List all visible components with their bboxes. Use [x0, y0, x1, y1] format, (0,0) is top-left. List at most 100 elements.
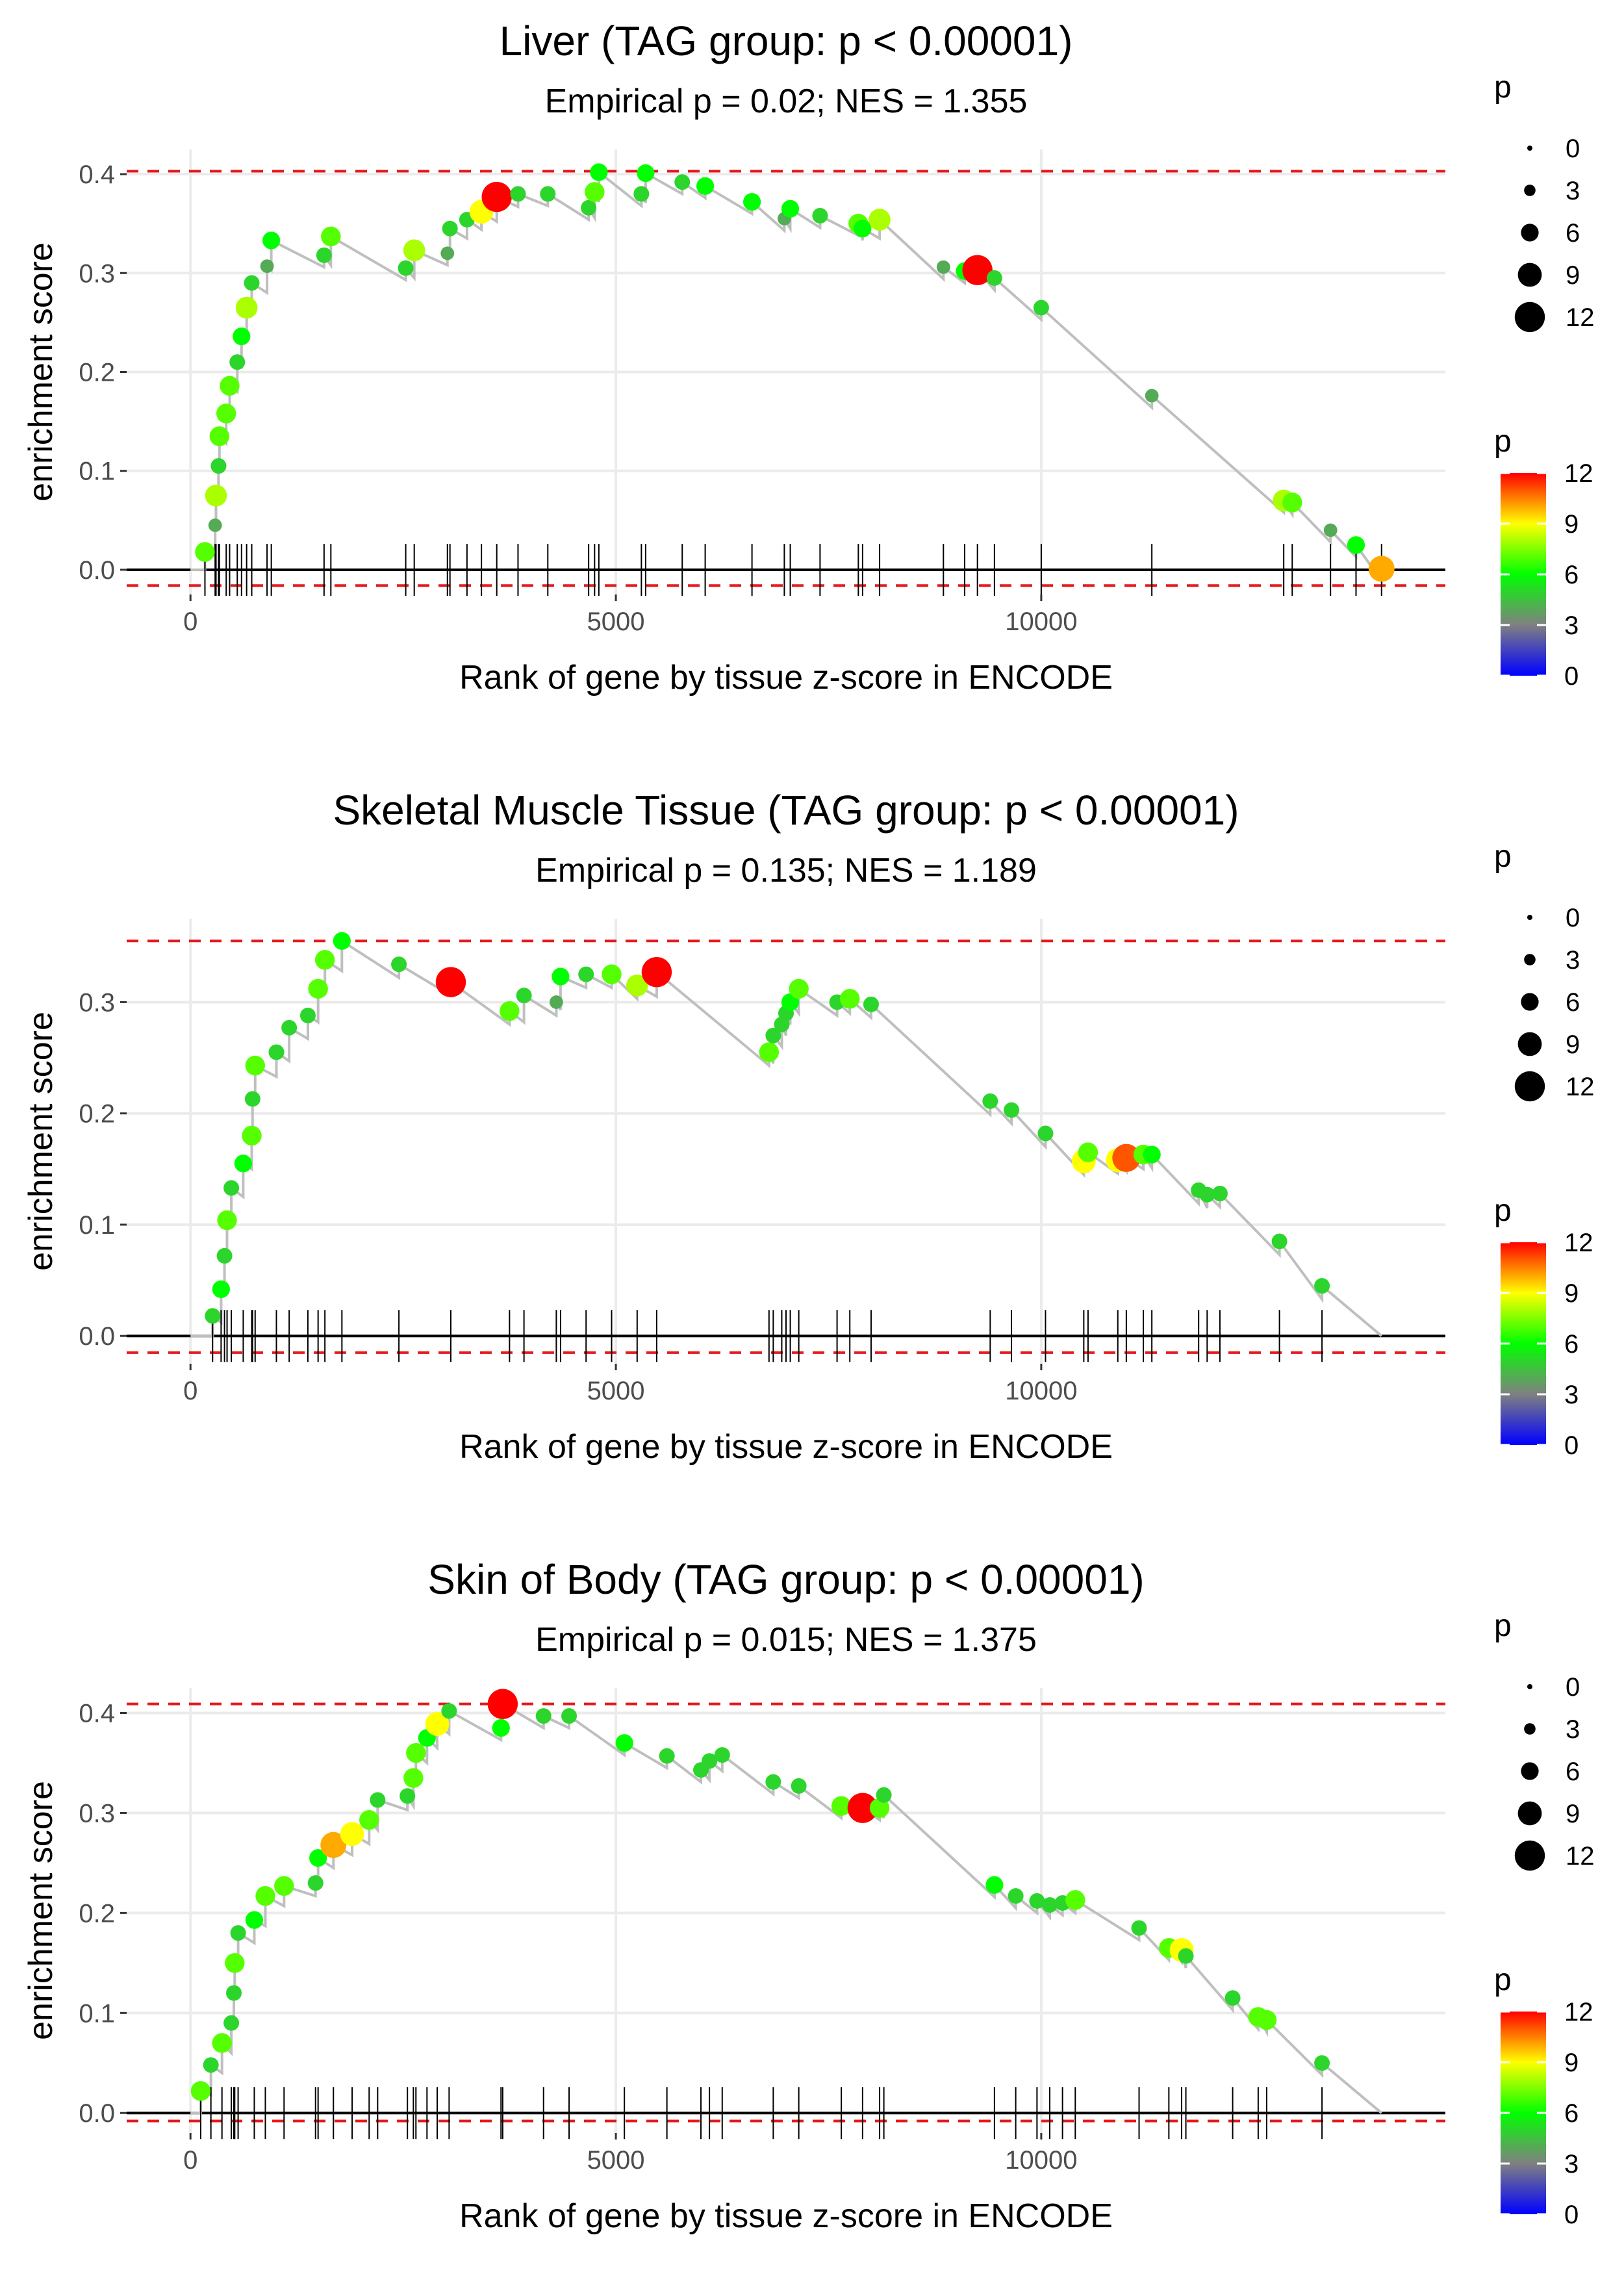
x-tick-label: 0 [183, 607, 197, 636]
hit-point [195, 542, 215, 562]
hit-point [281, 1019, 298, 1036]
color-legend-label: 3 [1564, 2150, 1579, 2178]
hit-point [516, 988, 532, 1004]
hit-point [320, 1832, 347, 1858]
hit-point [1368, 556, 1395, 582]
hit-point [208, 518, 222, 532]
hit-point [1212, 1185, 1228, 1201]
hit-point [535, 1708, 552, 1724]
hit-point [403, 239, 425, 262]
hit-point [308, 978, 328, 999]
x-axis-label: Rank of gene by tissue z-score in ENCODE [459, 2197, 1113, 2235]
y-tick-label: 0.1 [79, 1999, 115, 2028]
y-tick-label: 0.4 [79, 1699, 115, 1728]
hit-point [190, 2081, 211, 2101]
hit-point [876, 1787, 892, 1803]
hit-point [244, 1091, 260, 1107]
size-legend-dot [1527, 146, 1532, 151]
hit-point [1271, 1233, 1288, 1249]
color-legend-title: p [1494, 424, 1512, 459]
chart-subtitle: Empirical p = 0.015; NES = 1.375 [535, 1621, 1037, 1659]
y-tick-label: 0.3 [79, 988, 115, 1017]
chart-subtitle: Empirical p = 0.02; NES = 1.355 [545, 83, 1028, 120]
hit-point [696, 177, 715, 195]
hit-point [212, 1280, 230, 1298]
enrichment-curve [190, 1702, 1383, 2115]
size-legend-dot [1521, 224, 1539, 242]
hit-point [425, 1712, 450, 1736]
hit-point [637, 164, 655, 183]
hit-point [242, 1125, 262, 1146]
hit-point [1042, 1897, 1058, 1913]
size-legend-label: 9 [1566, 261, 1580, 290]
size-legend-label: 12 [1566, 303, 1595, 332]
y-tick-label: 0.1 [79, 1211, 115, 1240]
hit-point [406, 1743, 426, 1763]
size-legend-label: 9 [1566, 1800, 1580, 1828]
hit-point [398, 260, 414, 276]
size-legend-label: 0 [1566, 904, 1580, 932]
hit-point [400, 1788, 416, 1804]
size-legend-label: 0 [1566, 1673, 1580, 1702]
hit-point [552, 967, 570, 986]
hit-point [633, 186, 650, 202]
y-tick-label: 0.0 [79, 2099, 115, 2128]
hit-point [1347, 536, 1365, 554]
color-legend-label: 0 [1564, 2201, 1579, 2229]
size-legend-label: 3 [1566, 946, 1580, 975]
enrichment-curve [190, 169, 1383, 585]
hit-point [209, 426, 229, 446]
hit-point [340, 1822, 364, 1846]
hit-point [1131, 1920, 1147, 1936]
hit-point [1029, 1893, 1045, 1909]
size-legend-label: 3 [1566, 177, 1580, 205]
color-legend-label: 9 [1564, 1279, 1579, 1308]
color-legend-label: 12 [1564, 1229, 1593, 1257]
x-axis-label: Rank of gene by tissue z-score in ENCODE [459, 659, 1113, 696]
hit-point [1033, 300, 1049, 316]
chart-title: Skin of Body (TAG group: p < 0.00001) [427, 1556, 1144, 1603]
hit-point [765, 1774, 781, 1790]
hit-point [674, 174, 691, 190]
size-legend-label: 12 [1566, 1842, 1595, 1871]
hit-point [205, 484, 227, 507]
hit-point [561, 1708, 577, 1724]
hit-point [316, 247, 332, 263]
x-tick-label: 5000 [587, 1377, 645, 1405]
size-legend-dot [1521, 1762, 1539, 1780]
size-legend-dot [1527, 1684, 1532, 1689]
hit-point [216, 403, 236, 424]
hit-point [1008, 1888, 1024, 1904]
hit-point [847, 1793, 878, 1823]
hit-point [235, 296, 258, 319]
hit-point [260, 259, 274, 274]
x-tick-label: 0 [183, 2146, 197, 2175]
size-legend-dot [1524, 954, 1536, 965]
hit-point [743, 193, 761, 211]
hit-point [223, 2015, 240, 2031]
hit-point [1282, 492, 1302, 513]
y-axis-label: enrichment score [22, 1781, 60, 2040]
hit-point [333, 932, 351, 950]
color-legend-label: 0 [1564, 662, 1579, 691]
hit-point [578, 966, 594, 982]
x-tick-label: 5000 [587, 607, 645, 636]
hit-point [487, 1689, 518, 1719]
hit-point [245, 1911, 264, 1929]
y-axis-label: enrichment score [22, 1012, 60, 1271]
hit-point [702, 1753, 718, 1769]
hit-point [936, 260, 950, 274]
hit-point [481, 181, 512, 212]
hit-point [391, 956, 407, 973]
hit-point [831, 1796, 852, 1816]
hit-point [262, 231, 281, 249]
hit-point [659, 1748, 675, 1764]
x-tick-label: 10000 [1005, 607, 1077, 636]
hit-point [986, 270, 1002, 286]
hit-point [233, 327, 251, 346]
size-legend-dot [1514, 1071, 1545, 1102]
y-tick-label: 0.2 [79, 359, 115, 387]
size-legend-dot [1524, 1723, 1536, 1735]
color-legend-title: p [1494, 1194, 1512, 1228]
hit-point [212, 2033, 232, 2053]
